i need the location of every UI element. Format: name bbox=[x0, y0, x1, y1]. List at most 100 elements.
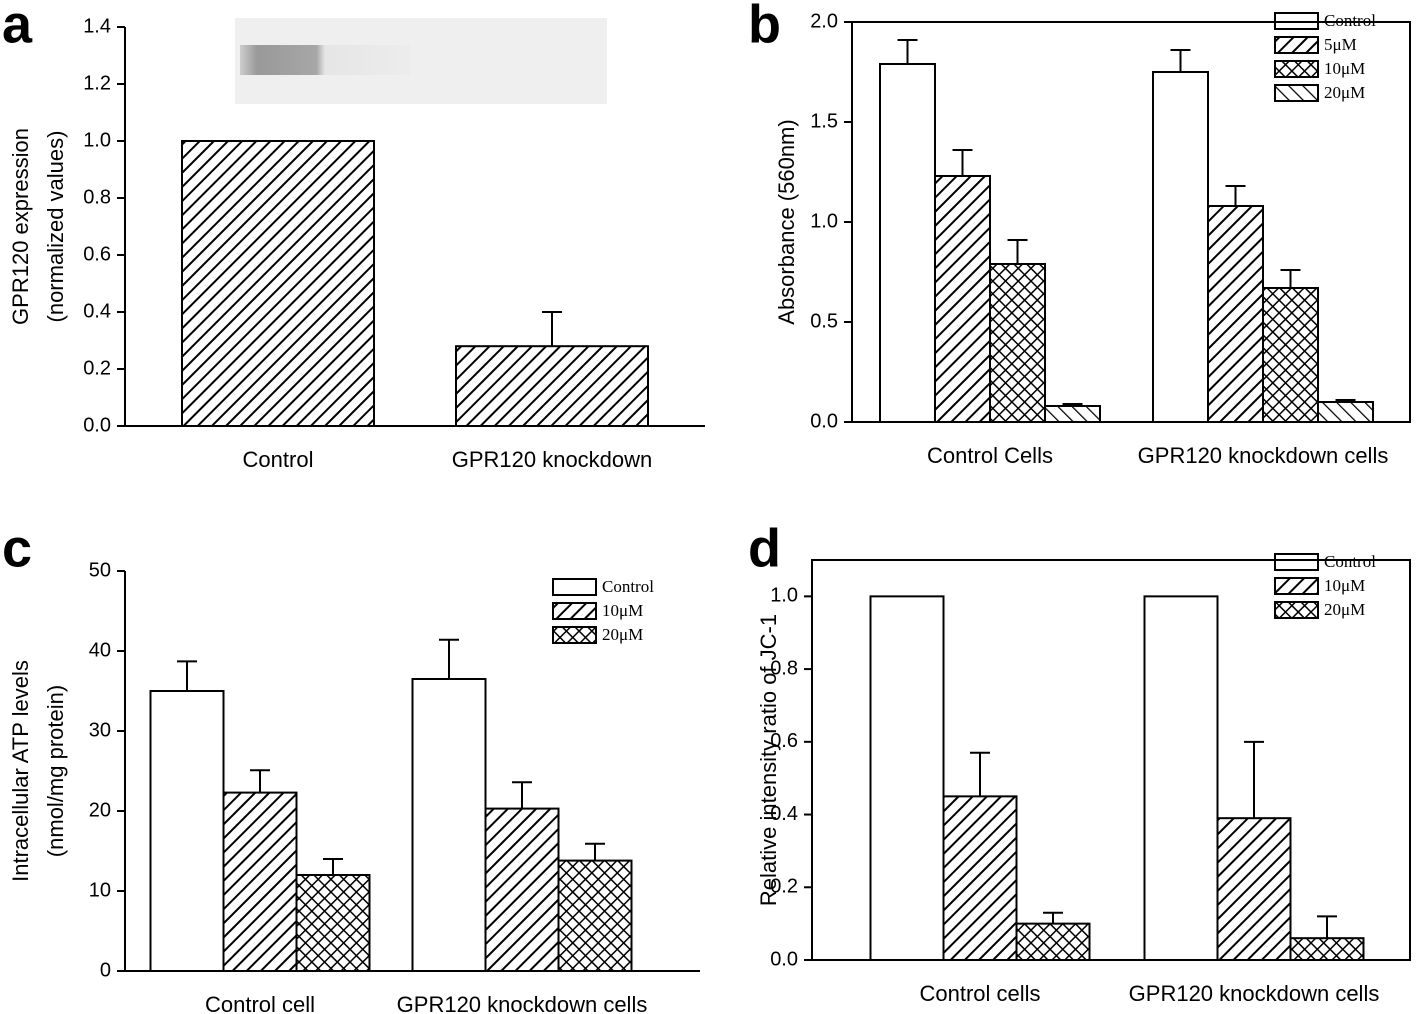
axes bbox=[124, 571, 700, 972]
bar bbox=[149, 690, 225, 972]
error-bar bbox=[323, 858, 343, 875]
bar bbox=[222, 791, 298, 972]
y-axis-label: Absorbance (560nm) bbox=[774, 119, 799, 324]
legend-swatch bbox=[552, 626, 597, 644]
legend-label: 20μM bbox=[1324, 600, 1365, 619]
y-tick-label: 1.4 bbox=[83, 15, 111, 37]
y-tick-label: 0.0 bbox=[770, 948, 798, 970]
x-tick-label: Control bbox=[243, 447, 314, 472]
y-tick-label: 1.0 bbox=[810, 210, 838, 232]
error-bar bbox=[439, 638, 459, 679]
x-tick-label: GPR120 knockdown cells bbox=[397, 992, 648, 1014]
x-tick-label: GPR120 knockdown bbox=[452, 447, 653, 472]
panel-letter: d bbox=[748, 518, 781, 578]
bar bbox=[455, 345, 649, 428]
error-bar bbox=[1225, 185, 1246, 206]
legend-swatch bbox=[1274, 601, 1319, 619]
y-axis-label: (normalized values) bbox=[43, 131, 68, 323]
error-bar bbox=[250, 769, 270, 793]
y-axis-label: (nmol/mg protein) bbox=[43, 685, 68, 857]
y-tick-label: 10 bbox=[89, 879, 111, 901]
legend-label: 10μM bbox=[1324, 59, 1365, 78]
legend-swatch bbox=[1274, 553, 1319, 571]
legend-label: 5μM bbox=[1324, 35, 1357, 54]
y-tick-label: 0.8 bbox=[83, 186, 111, 208]
y-tick-label: 0.2 bbox=[83, 357, 111, 379]
y-tick-label: 0 bbox=[100, 959, 111, 981]
error-bar bbox=[177, 660, 197, 691]
bar bbox=[1216, 817, 1292, 961]
bar bbox=[181, 140, 375, 427]
legend-swatch bbox=[1274, 36, 1319, 54]
y-tick-label: 0.0 bbox=[83, 414, 111, 436]
bar bbox=[1289, 937, 1365, 962]
y-tick-label: 0.6 bbox=[83, 243, 111, 265]
y-tick-label: 0.4 bbox=[770, 803, 798, 825]
error-bar bbox=[542, 311, 562, 347]
blot-band bbox=[240, 45, 410, 75]
legend-swatch bbox=[1274, 60, 1319, 78]
x-tick-label: GPR120 knockdown cells bbox=[1138, 443, 1389, 468]
error-bar bbox=[1317, 915, 1337, 939]
x-tick-label: Control Cells bbox=[927, 443, 1053, 468]
axes bbox=[851, 21, 1411, 423]
bar bbox=[1317, 401, 1374, 423]
error-bar bbox=[897, 39, 918, 64]
y-tick-label: 0.8 bbox=[770, 657, 798, 679]
y-tick-label: 1.0 bbox=[770, 585, 798, 607]
y-tick-label: 0.0 bbox=[810, 410, 838, 432]
y-axis-label: GPR120 expression bbox=[8, 128, 33, 325]
y-axis-label: Relative intensity ratio of JC-1 bbox=[756, 614, 781, 906]
bar bbox=[942, 795, 1018, 962]
y-axis-label: Intracellular ATP levels bbox=[8, 660, 33, 882]
axes bbox=[811, 559, 1411, 961]
y-tick-label: 0.2 bbox=[770, 876, 798, 898]
bar bbox=[1044, 405, 1101, 423]
panel-letter: a bbox=[2, 0, 33, 54]
error-bar bbox=[1170, 49, 1191, 72]
y-tick-label: 1.0 bbox=[83, 129, 111, 151]
legend-label: Control bbox=[1324, 11, 1376, 30]
y-tick-label: 2.0 bbox=[810, 10, 838, 32]
bar bbox=[295, 874, 371, 972]
legend-label: 10μM bbox=[1324, 576, 1365, 595]
bar bbox=[989, 263, 1046, 423]
y-tick-label: 0.6 bbox=[770, 730, 798, 752]
error-bar bbox=[1007, 239, 1028, 264]
error-bar bbox=[512, 781, 532, 809]
panel-letter: c bbox=[2, 518, 32, 578]
error-bar bbox=[585, 842, 605, 861]
bar bbox=[1143, 595, 1219, 961]
x-tick-label: GPR120 knockdown cells bbox=[1129, 981, 1380, 1006]
x-tick-label: Control cell bbox=[205, 992, 315, 1014]
bar bbox=[879, 63, 936, 423]
legend-label: 20μM bbox=[1324, 83, 1365, 102]
y-tick-label: 30 bbox=[89, 719, 111, 741]
error-bar bbox=[952, 149, 973, 176]
bar bbox=[557, 859, 633, 972]
bar bbox=[1207, 205, 1264, 423]
y-tick-label: 1.2 bbox=[83, 72, 111, 94]
legend-swatch bbox=[1274, 577, 1319, 595]
error-bar bbox=[1244, 740, 1264, 819]
bar bbox=[869, 595, 945, 961]
bar bbox=[934, 175, 991, 423]
error-bar bbox=[1280, 269, 1301, 288]
y-tick-label: 50 bbox=[89, 559, 111, 581]
legend-label: Control bbox=[1324, 552, 1376, 571]
bar bbox=[411, 678, 487, 972]
y-tick-label: 0.5 bbox=[810, 310, 838, 332]
bar bbox=[484, 807, 560, 972]
legend-swatch bbox=[552, 578, 597, 596]
error-bar bbox=[970, 751, 990, 797]
error-bar bbox=[1043, 911, 1063, 924]
y-tick-label: 0.4 bbox=[83, 300, 111, 322]
panel-letter: b bbox=[748, 0, 781, 54]
x-tick-label: Control cells bbox=[919, 981, 1040, 1006]
bar bbox=[1262, 287, 1319, 423]
bar bbox=[1015, 922, 1091, 961]
y-tick-label: 40 bbox=[89, 639, 111, 661]
legend-label: 20μM bbox=[602, 625, 643, 644]
legend-swatch bbox=[1274, 84, 1319, 102]
